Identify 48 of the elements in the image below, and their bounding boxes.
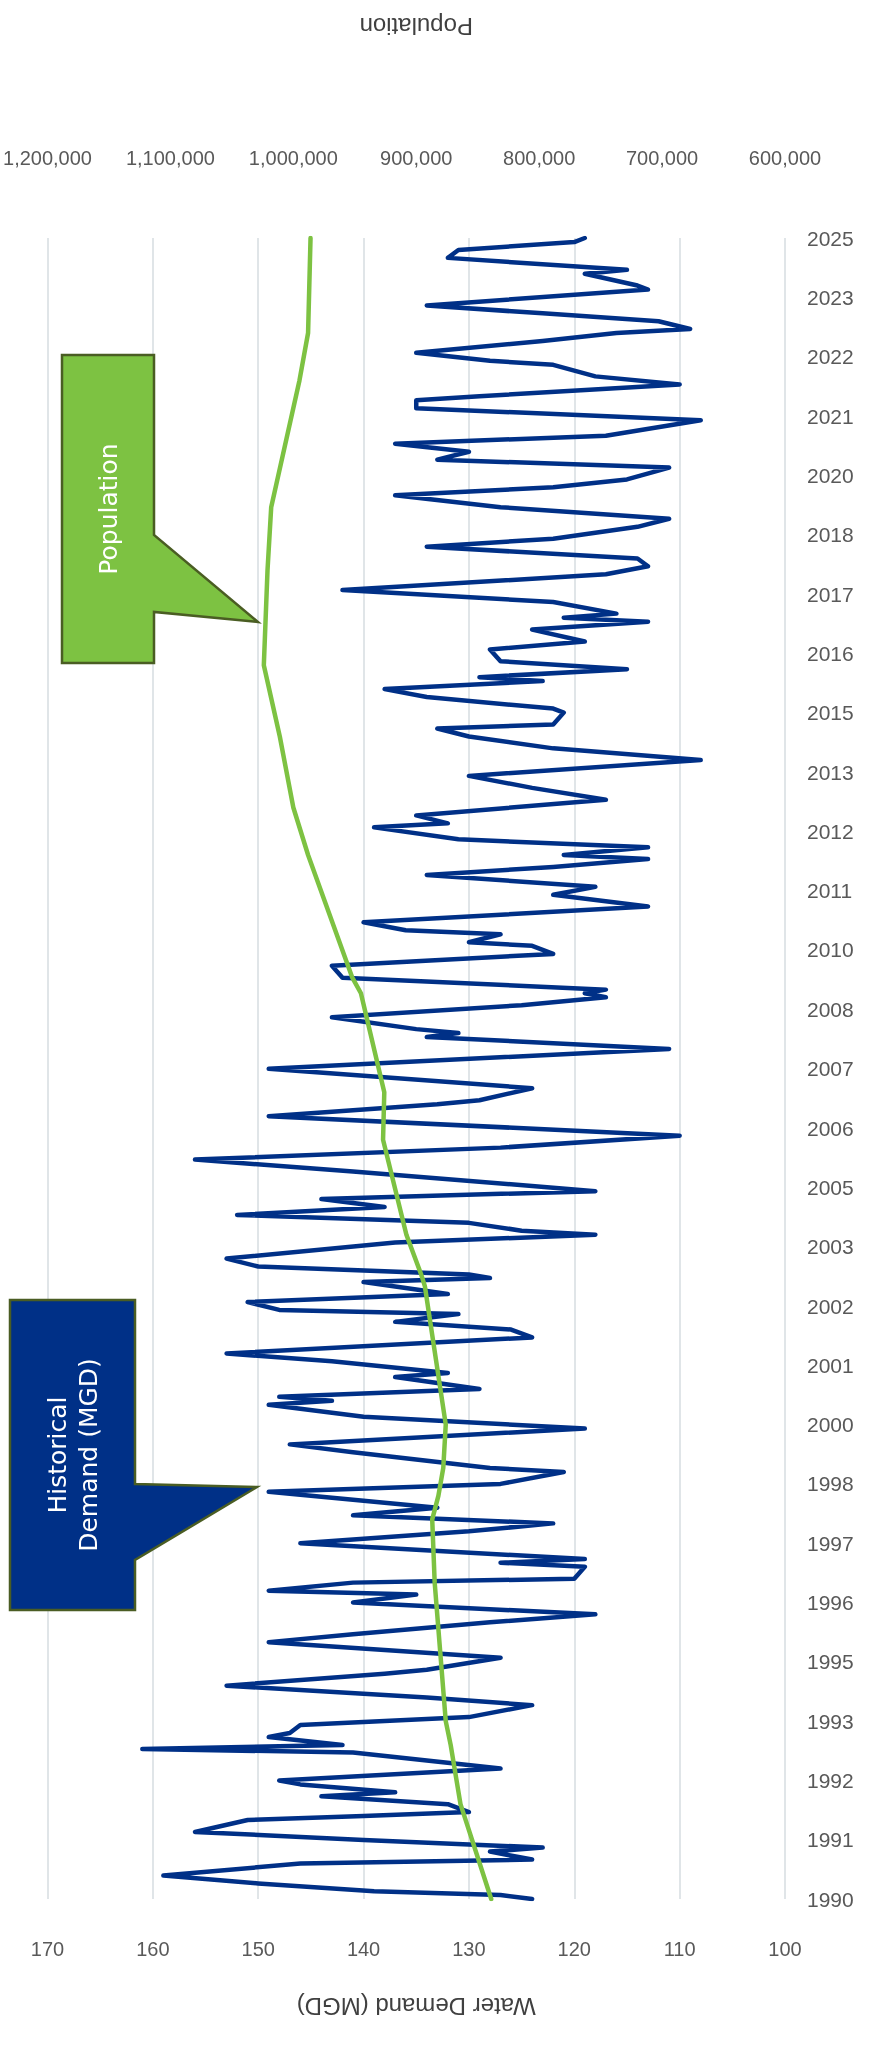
y-tick-label: 2018 — [807, 523, 854, 547]
y-tick-label: 2022 — [807, 345, 854, 369]
x2-tick-label: 800,000 — [503, 147, 576, 169]
y-tick-label: 1990 — [807, 1887, 854, 1911]
y-tick-label: 2001 — [807, 1353, 854, 1377]
x-axis-title: Water Demand (MGD) — [296, 1992, 536, 2020]
y-tick-label: 2002 — [807, 1294, 854, 1318]
y-tick-label: 1995 — [807, 1650, 854, 1674]
x2-tick-label: 700,000 — [625, 147, 699, 169]
y-tick-label: 1991 — [807, 1828, 854, 1852]
y-tick-label: 2021 — [807, 404, 854, 428]
y-tick-label: 2023 — [807, 286, 854, 310]
x-tick-label: 150 — [241, 1938, 275, 1960]
y-tick-label: 2013 — [807, 760, 854, 784]
y-tick-label: 2025 — [807, 226, 854, 250]
y-tick-label: 2010 — [807, 938, 854, 962]
y-tick-label: 2000 — [807, 1413, 854, 1436]
y-tick-label: 1997 — [807, 1531, 854, 1555]
x2-tick-label: 1,200,000 — [3, 147, 92, 169]
y-tick-label: 2017 — [807, 582, 854, 606]
x2-axis-title: Population — [359, 12, 473, 40]
x-tick-label: 160 — [136, 1938, 170, 1960]
x-tick-label: 120 — [557, 1938, 591, 1960]
x-tick-label: 170 — [30, 1938, 65, 1960]
x-tick-label: 100 — [768, 1938, 802, 1960]
y-tick-label: 1996 — [807, 1591, 854, 1614]
y-tick-label: 2015 — [807, 701, 854, 725]
annotation: Population — [94, 443, 123, 575]
y-tick-label: 1992 — [807, 1769, 854, 1793]
y-tick-label: 2020 — [807, 463, 854, 487]
y-tick-label: 2008 — [807, 997, 854, 1021]
y-tick-label: 2003 — [807, 1235, 854, 1259]
annotation: Historical Demand (MGD) — [43, 1358, 103, 1552]
x2-tick-label: 600,000 — [748, 147, 822, 169]
y-tick-label: 1993 — [807, 1709, 854, 1733]
x-tick-label: 130 — [452, 1938, 486, 1960]
y-tick-label: 1998 — [807, 1472, 854, 1496]
y-tick-label: 2006 — [807, 1116, 854, 1140]
y-tick-label: 2005 — [807, 1175, 854, 1199]
y-tick-label: 2012 — [807, 819, 854, 843]
y-tick-label: 2007 — [807, 1057, 854, 1081]
x-tick-label: 140 — [346, 1938, 381, 1960]
y-tick-label: 2011 — [807, 879, 853, 903]
y-tick-label: 2016 — [807, 641, 854, 665]
x-tick-label: 110 — [663, 1938, 696, 1960]
x2-tick-label: 1,100,000 — [125, 147, 215, 169]
x2-tick-label: 1,000,000 — [248, 147, 338, 169]
x2-tick-label: 900,000 — [380, 147, 453, 169]
